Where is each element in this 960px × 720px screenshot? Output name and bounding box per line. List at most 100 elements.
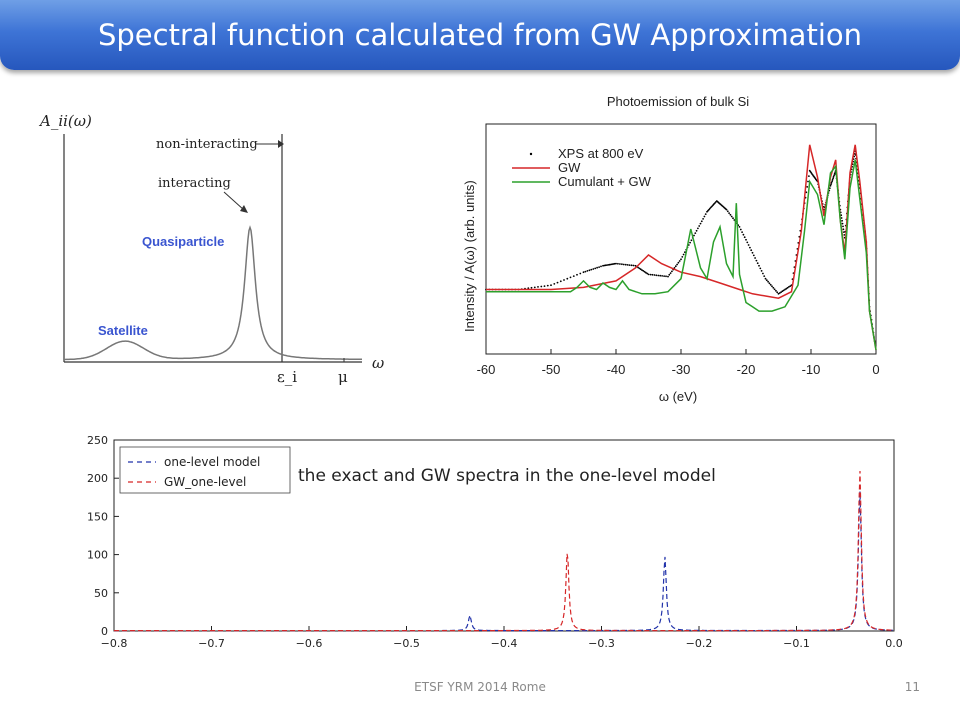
xps-data-point xyxy=(669,272,672,274)
one-level-x-tick-label: −0.6 xyxy=(296,637,323,650)
xps-data-point xyxy=(841,219,843,222)
xps-data-point xyxy=(833,172,836,175)
xps-data-point xyxy=(550,284,552,287)
xps-data-point xyxy=(746,241,749,244)
xps-data-point xyxy=(704,213,707,216)
xps-data-point xyxy=(680,258,682,261)
photoemission-title: Photoemission of bulk Si xyxy=(607,94,749,109)
xps-data-point xyxy=(693,234,695,237)
xps-data-point xyxy=(772,286,775,289)
tick-label-epsilon: ε_i xyxy=(277,368,297,386)
xps-data-point xyxy=(645,271,647,274)
photoemission-x-tick-label: -60 xyxy=(477,362,496,377)
xps-data-point xyxy=(624,263,627,266)
photoemission-plot-frame xyxy=(485,123,877,355)
xps-data-point xyxy=(750,249,753,252)
xps-data-point xyxy=(584,270,587,273)
xps-data-point xyxy=(586,270,589,272)
xps-data-point xyxy=(615,262,617,265)
xps-data-point xyxy=(763,275,766,277)
xps-data-point xyxy=(639,268,642,271)
xps-data-point xyxy=(738,226,741,228)
xps-data-point xyxy=(681,256,684,258)
xps-data-point xyxy=(533,286,536,289)
one-level-x-tick-label: −0.3 xyxy=(588,637,615,650)
xps-data-point xyxy=(598,266,600,268)
xps-data-point xyxy=(786,286,789,289)
xps-data-point xyxy=(682,253,685,256)
xps-data-point xyxy=(641,269,643,271)
one-level-caption: the exact and GW spectra in the one-leve… xyxy=(298,466,716,486)
xps-data-point xyxy=(831,180,833,183)
xps-data-point xyxy=(684,251,686,254)
xps-data-point xyxy=(566,277,569,280)
xps-data-point xyxy=(780,291,782,293)
xps-data-point xyxy=(663,275,665,277)
xps-data-point xyxy=(594,267,597,270)
xps-data-point xyxy=(769,283,772,286)
xps-data-point xyxy=(702,218,704,220)
xps-data-point xyxy=(657,274,660,277)
xps-data-point xyxy=(785,287,788,290)
xps-data-point xyxy=(699,222,702,225)
xps-data-point xyxy=(758,264,760,267)
xps-data-point xyxy=(632,264,635,267)
xps-data-point xyxy=(830,183,832,186)
xps-data-point xyxy=(676,263,678,266)
xps-data-point xyxy=(628,264,631,266)
one-level-y-tick-label: 150 xyxy=(87,510,108,523)
photoemission-ylabel: Intensity / A(ω) (arb. units) xyxy=(462,180,477,332)
xps-data-point xyxy=(733,219,736,221)
xps-data-point xyxy=(661,275,663,277)
interacting-spectral-curve xyxy=(64,225,362,361)
xps-data-point xyxy=(755,259,758,262)
xps-data-point xyxy=(732,217,734,220)
xps-data-point xyxy=(725,208,728,211)
xps-data-point xyxy=(840,217,843,219)
title-bar xyxy=(0,0,960,70)
one-level-y-tick-label: 100 xyxy=(87,549,108,562)
legend-label: GW_one-level xyxy=(164,475,246,489)
xps-data-point xyxy=(788,286,790,288)
xps-data-point xyxy=(621,263,623,266)
xps-data-point xyxy=(651,273,654,276)
one-level-x-tick-label: 0.0 xyxy=(885,637,903,650)
xps-data-point xyxy=(743,236,746,239)
xps-data-point xyxy=(649,273,652,276)
one-level-y-tick-label: 50 xyxy=(94,587,108,600)
xps-data-point xyxy=(582,271,585,274)
legend-marker-xps xyxy=(529,152,533,156)
xps-data-point xyxy=(768,282,771,285)
one-level-x-tick-label: −0.2 xyxy=(686,637,713,650)
xps-data-point xyxy=(760,270,763,272)
xps-data-point xyxy=(637,266,639,269)
xps-data-point xyxy=(659,274,662,277)
legend-label: GW xyxy=(558,160,581,175)
xps-data-point xyxy=(778,292,781,294)
xps-data-point xyxy=(807,180,809,183)
photoemission-chart: Photoemission of bulk Si -60 -50 -40 -30 -20… xyxy=(462,94,880,404)
xps-data-point xyxy=(747,244,750,246)
xps-data-point xyxy=(842,228,845,231)
xps-data-point xyxy=(765,279,768,282)
one-level-x-tick-label: −0.1 xyxy=(783,637,810,650)
xps-data-point xyxy=(756,262,759,265)
xps-data-point xyxy=(694,232,697,235)
xps-data-point xyxy=(642,270,645,272)
xps-data-point xyxy=(619,263,621,265)
xps-data-point xyxy=(700,220,703,223)
xps-data-point xyxy=(781,290,784,293)
tick-label-mu: μ xyxy=(338,368,348,386)
xps-data-point xyxy=(841,222,844,225)
legend-label: one-level model xyxy=(164,455,260,469)
xps-data-point xyxy=(600,265,602,268)
arrow-head-non-interacting xyxy=(278,140,284,148)
xps-data-point xyxy=(832,175,835,178)
xps-data-point xyxy=(559,280,562,283)
xps-data-point xyxy=(690,239,693,242)
xps-data-point xyxy=(729,213,732,216)
xps-data-point xyxy=(592,268,595,270)
xps-data-point xyxy=(622,263,625,266)
xps-data-point xyxy=(777,292,780,295)
photoemission-x-tick-label: -30 xyxy=(672,362,691,377)
